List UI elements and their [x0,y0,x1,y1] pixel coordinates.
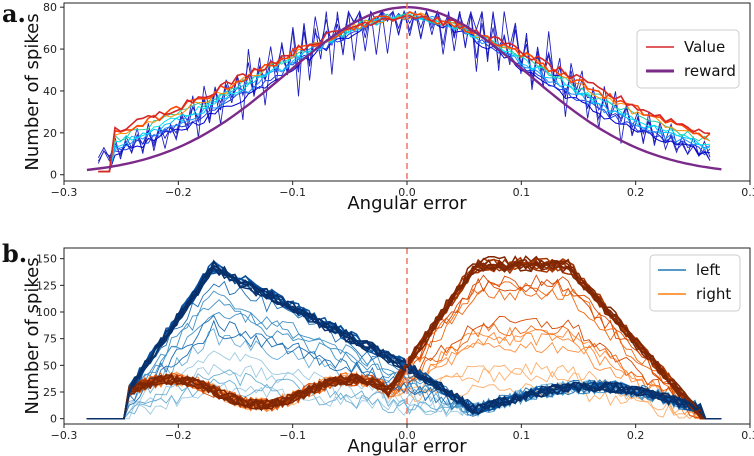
x-tick-label: −0.2 [165,186,192,199]
left-trace [86,259,722,420]
legend-right-label: right [696,285,731,303]
legend-reward-label: reward [684,62,736,80]
panel-a: a. −0.3 −0.2 −0.1 0.0 0.1 0.2 0.3 0 20 40 60 80 An… [2,0,754,214]
value-trace-noisy [97,9,711,164]
x-tick-label: 0.3 [741,186,754,199]
value-trace [98,13,711,173]
legend-value-label: Value [684,38,725,56]
y-tick-label: 25 [43,386,57,399]
panel-b-legend: left right [649,254,741,312]
panel-b-lines [86,248,722,424]
y-tick-label: 150 [36,253,57,266]
panel-a-letter: a. [2,0,26,28]
y-tick-label: 40 [43,85,57,98]
value-trace [98,10,711,173]
value-trace [98,13,711,173]
left-trace [86,266,722,420]
y-tick-label: 50 [43,359,57,372]
legend-box [636,29,740,89]
x-tick-label: −0.3 [51,429,78,442]
panel-a-x-ticks: −0.3 −0.2 −0.1 0.0 0.1 0.2 0.3 [51,181,754,199]
y-tick-label: 0 [50,169,57,182]
value-trace [98,12,711,173]
x-tick-label: 0.1 [513,186,531,199]
panel-a-x-label: Angular error [347,193,467,214]
left-trace [86,319,722,420]
panel-b-y-ticks: 0 25 50 75 100 125 150 [36,253,64,426]
right-trace [86,274,722,420]
x-tick-label: −0.2 [165,429,192,442]
panel-a-legend: Value reward [636,29,740,89]
value-trace [98,13,711,173]
x-tick-label: 0.0 [398,429,416,442]
legend-box [649,254,741,312]
reward-curve [86,6,722,172]
left-trace [86,290,722,420]
panel-b-letter: b. [2,239,27,268]
y-tick-label: 60 [43,43,57,56]
x-tick-label: 0.3 [741,429,754,442]
panel-a-y-ticks: 0 20 40 60 80 [43,1,64,182]
panel-b-x-ticks: −0.3 −0.2 −0.1 0.0 0.1 0.2 0.3 [51,424,754,442]
panel-a-y-label: Number of spikes [22,13,43,170]
value-trace [98,12,711,173]
panel-a-lines [86,3,722,181]
panel-b-y-label: Number of spikes [22,257,43,414]
y-tick-label: 125 [36,279,57,292]
right-trace [86,259,722,420]
value-trace [98,14,711,173]
x-tick-label: −0.1 [279,429,306,442]
x-tick-label: −0.1 [279,186,306,199]
panel-b: b. −0.3 −0.2 −0.1 0.0 0.1 0.2 0.3 0 25 50 75 100 12… [2,239,754,456]
y-tick-label: 100 [36,306,57,319]
panel-b-x-label: Angular error [347,436,467,456]
x-tick-label: −0.3 [51,186,78,199]
x-tick-label: 0.2 [627,429,645,442]
y-tick-label: 75 [43,333,57,346]
x-tick-label: 0.1 [513,429,531,442]
x-tick-label: 0.0 [398,186,416,199]
y-tick-label: 20 [43,127,57,140]
legend-left-label: left [696,261,720,279]
y-tick-label: 0 [50,413,57,426]
left-trace [86,261,722,420]
value-trace [98,12,711,173]
value-trace [98,11,711,173]
left-trace [86,299,722,420]
y-tick-label: 80 [43,1,57,14]
x-tick-label: 0.2 [627,186,645,199]
